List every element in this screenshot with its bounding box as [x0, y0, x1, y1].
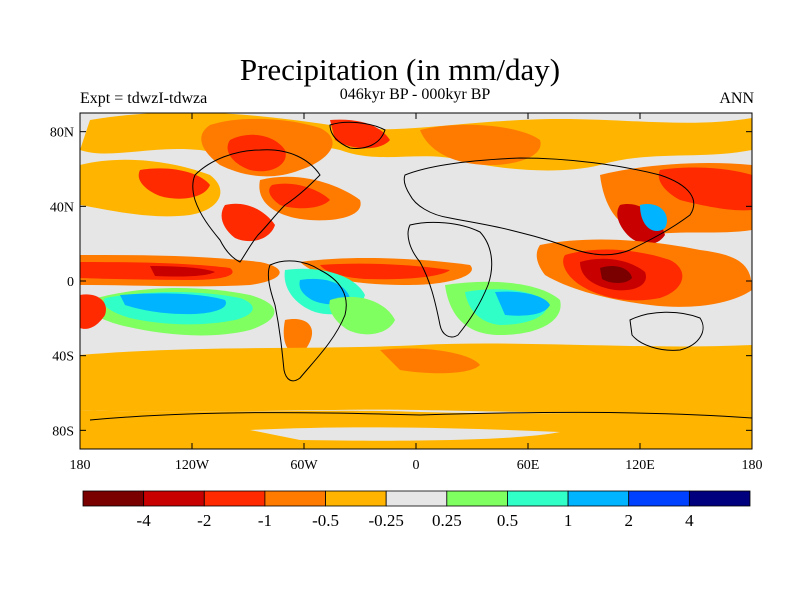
greenland-outline [329, 121, 386, 149]
colorbar-label: -0.5 [312, 511, 339, 530]
colorbar-label: -4 [137, 511, 152, 530]
colorbar-swatch [143, 490, 205, 507]
northwest-pacific-red [658, 167, 752, 211]
africa-outline [407, 221, 493, 338]
coastlines [89, 121, 752, 421]
x-tick-label: 60W [290, 458, 318, 473]
australia-outline [629, 311, 704, 351]
colorbar-swatch [82, 490, 145, 507]
y-tick-label: 80S [52, 424, 74, 439]
x-axis: 180 120W 60W 0 60E 120E 180 [70, 113, 763, 473]
colorbar-swatch [688, 490, 751, 507]
x-tick-label: 120W [175, 458, 210, 473]
x-tick-label: 180 [742, 458, 763, 473]
colorbar-label: 0.25 [432, 511, 462, 530]
eurasia-outline [403, 157, 695, 256]
experiment-label: Expt = tdwzI-tdwza [80, 90, 208, 107]
colorbar-label: -2 [197, 511, 211, 530]
colorbar-label: -0.25 [368, 511, 403, 530]
colorbar-label: 0.5 [497, 511, 518, 530]
south-america-outline [267, 260, 347, 382]
maritime-core [600, 266, 632, 283]
north-pacific-red [138, 168, 210, 199]
indian-ocean-blue [495, 291, 550, 316]
colorbar-swatch [203, 490, 266, 507]
x-tick-label: 60E [517, 458, 540, 473]
colorbar-label: -1 [258, 511, 272, 530]
chart-title: Precipitation (in mm/day) [239, 52, 561, 87]
colorbar-swatch [385, 490, 448, 507]
colorbar-swatch [507, 490, 569, 507]
y-tick-label: 40S [52, 350, 74, 365]
southern-ocean-patch [380, 348, 480, 374]
east-asia-darkred [617, 204, 665, 245]
south-pacific-blue [120, 293, 226, 315]
greenland-region [330, 119, 390, 149]
antarctica-neutral [250, 427, 560, 441]
season-label: ANN [719, 90, 754, 107]
colorbar-swatch [325, 490, 387, 507]
period-label: 046kyr BP - 000kyr BP [339, 86, 491, 103]
north-atlantic-red [269, 183, 330, 209]
colorbar-swatch [567, 490, 630, 507]
south-atlantic-green [329, 296, 395, 335]
colorbar-label: 1 [564, 511, 573, 530]
anomaly-field [80, 113, 752, 449]
southern-ocean-orange [80, 343, 752, 413]
x-tick-label: 0 [413, 458, 420, 473]
north-america-core-region [227, 134, 286, 172]
antarctica-outline [89, 411, 752, 421]
colorbar-label: 2 [624, 511, 633, 530]
colorbar: -4 -2 -1 -0.5 -0.25 0.25 0.5 1 2 4 [82, 490, 751, 530]
tropical-pacific-darkred [150, 266, 215, 277]
tropical-atlantic-red [320, 263, 450, 280]
x-tick-label: 120E [625, 458, 655, 473]
china-sea-blue [640, 204, 668, 232]
southwest-pacific-red [80, 294, 106, 329]
colorbar-swatch [628, 490, 690, 507]
y-axis: 80N 40N 0 40S 80S [50, 126, 752, 439]
y-tick-label: 80N [50, 126, 74, 141]
colorbar-swatch [264, 490, 326, 507]
north-america-outline [192, 149, 321, 263]
y-tick-label: 40N [50, 200, 74, 215]
north-eurasia-region [420, 124, 541, 165]
x-tick-label: 180 [70, 458, 91, 473]
amazon-blue [299, 278, 350, 305]
colorbar-swatch [446, 490, 508, 507]
y-tick-label: 0 [67, 275, 74, 290]
argentina-orange [283, 319, 313, 354]
colorbar-label: 4 [685, 511, 694, 530]
